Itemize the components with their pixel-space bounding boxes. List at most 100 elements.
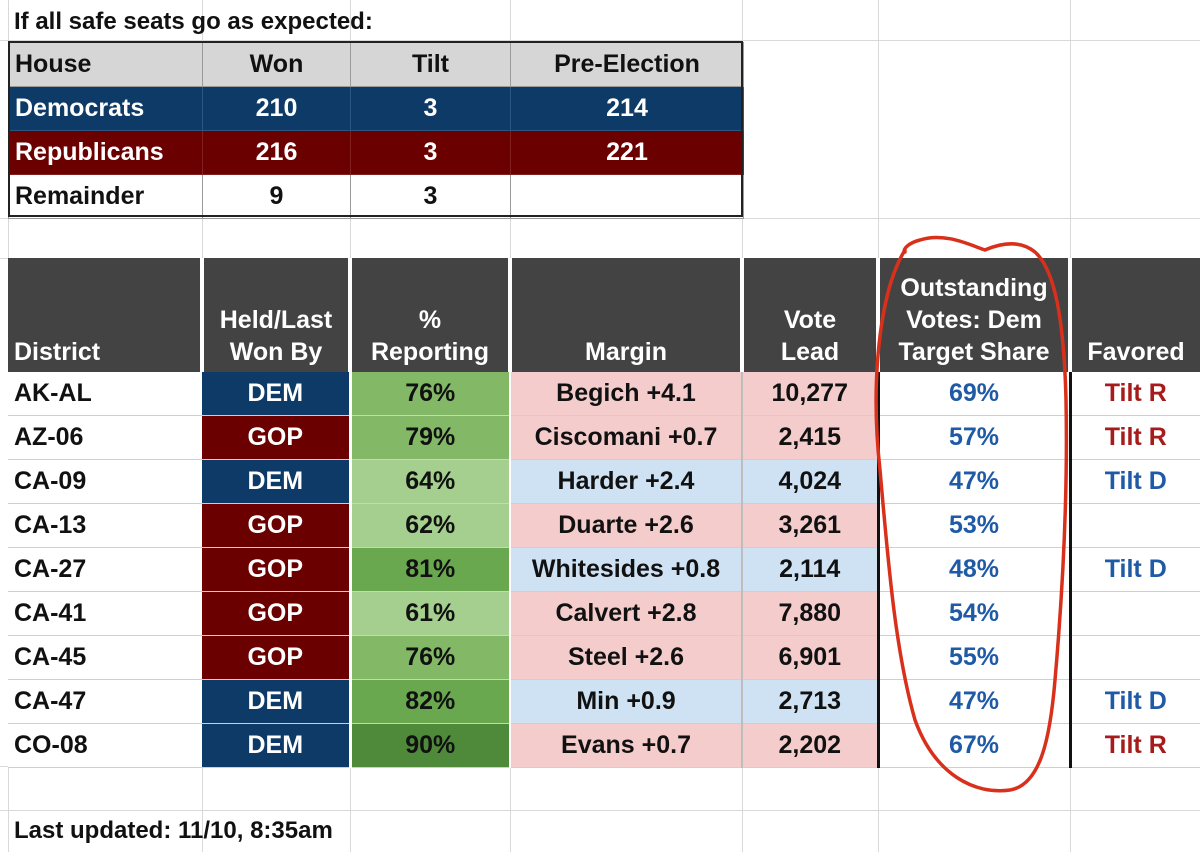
held-by-cell[interactable]: DEM <box>202 723 352 768</box>
vote-lead-cell[interactable]: 2,114 <box>742 547 880 592</box>
margin-cell[interactable]: Harder +2.4 <box>510 459 743 504</box>
header-district[interactable]: District <box>8 258 204 372</box>
summary-party-label[interactable]: Democrats <box>8 86 203 131</box>
summary-tilt-cell[interactable]: 3 <box>350 130 511 175</box>
district-cell[interactable]: CA-41 <box>8 591 202 636</box>
percent-reporting-cell[interactable]: 64% <box>350 459 511 504</box>
header-percent-reporting[interactable]: % Reporting <box>350 258 512 372</box>
summary-header-house[interactable]: House <box>8 42 203 87</box>
margin-cell[interactable]: Duarte +2.6 <box>510 503 743 548</box>
favored-cell[interactable] <box>1070 591 1200 636</box>
summary-header-tilt[interactable]: Tilt <box>350 42 511 87</box>
district-cell[interactable]: CA-13 <box>8 503 202 548</box>
summary-header-won[interactable]: Won <box>202 42 351 87</box>
house-summary-table: House Won Tilt Pre-Election Democrats 21… <box>8 42 744 219</box>
favored-cell[interactable]: Tilt D <box>1070 459 1200 504</box>
dem-target-share-cell[interactable]: 47% <box>878 459 1072 504</box>
percent-reporting-cell[interactable]: 76% <box>350 372 511 416</box>
summary-pre-election-cell[interactable]: 214 <box>510 86 744 131</box>
dem-target-share-cell[interactable]: 55% <box>878 635 1072 680</box>
sheet-title[interactable]: If all safe seats go as expected: <box>14 8 373 35</box>
summary-party-label[interactable]: Remainder <box>8 174 203 219</box>
margin-cell[interactable]: Evans +0.7 <box>510 723 743 768</box>
vote-lead-cell[interactable]: 2,202 <box>742 723 880 768</box>
header-held-last-won-by[interactable]: Held/Last Won By <box>202 258 352 372</box>
header-reporting-line1: % <box>418 306 442 334</box>
margin-cell[interactable]: Whitesides +0.8 <box>510 547 743 592</box>
vote-lead-cell[interactable]: 2,713 <box>742 679 880 724</box>
district-cell[interactable]: AK-AL <box>8 372 202 416</box>
summary-tilt-cell[interactable]: 3 <box>350 174 511 219</box>
held-by-cell[interactable]: GOP <box>202 591 352 636</box>
header-held-line2: Won By <box>229 338 323 366</box>
last-updated-note[interactable]: Last updated: 11/10, 8:35am <box>14 817 333 844</box>
summary-won-cell[interactable]: 9 <box>202 174 351 219</box>
held-by-cell[interactable]: DEM <box>202 679 352 724</box>
district-cell[interactable]: CA-47 <box>8 679 202 724</box>
header-target-line3: Target Share <box>898 338 1050 366</box>
summary-won-cell[interactable]: 210 <box>202 86 351 131</box>
district-cell[interactable]: CA-45 <box>8 635 202 680</box>
summary-tilt-cell[interactable]: 3 <box>350 86 511 131</box>
held-by-cell[interactable]: GOP <box>202 503 352 548</box>
percent-reporting-cell[interactable]: 61% <box>350 591 511 636</box>
favored-cell[interactable] <box>1070 503 1200 548</box>
favored-cell[interactable]: Tilt D <box>1070 679 1200 724</box>
margin-cell[interactable]: Steel +2.6 <box>510 635 743 680</box>
district-cell[interactable]: CA-27 <box>8 547 202 592</box>
favored-cell[interactable]: Tilt R <box>1070 372 1200 416</box>
percent-reporting-cell[interactable]: 81% <box>350 547 511 592</box>
header-dem-target-share[interactable]: Outstanding Votes: Dem Target Share <box>878 258 1072 372</box>
district-row: CA-47 DEM 82% Min +0.9 2,713 47% Tilt D <box>8 679 1200 724</box>
district-row: CA-41 GOP 61% Calvert +2.8 7,880 54% <box>8 591 1200 636</box>
percent-reporting-cell[interactable]: 62% <box>350 503 511 548</box>
district-cell[interactable]: AZ-06 <box>8 415 202 460</box>
summary-party-label[interactable]: Republicans <box>8 130 203 175</box>
header-margin[interactable]: Margin <box>510 258 744 372</box>
district-cell[interactable]: CA-09 <box>8 459 202 504</box>
favored-cell[interactable]: Tilt R <box>1070 723 1200 768</box>
summary-header-pre-election[interactable]: Pre-Election <box>510 42 744 87</box>
vote-lead-cell[interactable]: 6,901 <box>742 635 880 680</box>
vote-lead-cell[interactable]: 7,880 <box>742 591 880 636</box>
held-by-cell[interactable]: GOP <box>202 547 352 592</box>
favored-cell[interactable]: Tilt D <box>1070 547 1200 592</box>
district-cell[interactable]: CO-08 <box>8 723 202 768</box>
district-row: CA-27 GOP 81% Whitesides +0.8 2,114 48% Tilt D <box>8 547 1200 592</box>
held-by-cell[interactable]: DEM <box>202 372 352 416</box>
summary-row-remainder: Remainder 9 3 <box>8 174 744 219</box>
header-vote-lead[interactable]: Vote Lead <box>742 258 880 372</box>
dem-target-share-cell[interactable]: 53% <box>878 503 1072 548</box>
margin-cell[interactable]: Ciscomani +0.7 <box>510 415 743 460</box>
held-by-cell[interactable]: GOP <box>202 635 352 680</box>
header-favored[interactable]: Favored <box>1070 258 1200 372</box>
vote-lead-cell[interactable]: 10,277 <box>742 372 880 416</box>
district-row: CA-09 DEM 64% Harder +2.4 4,024 47% Tilt D <box>8 459 1200 504</box>
percent-reporting-cell[interactable]: 82% <box>350 679 511 724</box>
favored-cell[interactable] <box>1070 635 1200 680</box>
dem-target-share-cell[interactable]: 67% <box>878 723 1072 768</box>
dem-target-share-cell[interactable]: 54% <box>878 591 1072 636</box>
held-by-cell[interactable]: GOP <box>202 415 352 460</box>
vote-lead-cell[interactable]: 4,024 <box>742 459 880 504</box>
summary-won-cell[interactable]: 216 <box>202 130 351 175</box>
summary-pre-election-cell[interactable] <box>510 174 744 219</box>
held-by-cell[interactable]: DEM <box>202 459 352 504</box>
percent-reporting-cell[interactable]: 79% <box>350 415 511 460</box>
dem-target-share-cell[interactable]: 57% <box>878 415 1072 460</box>
percent-reporting-cell[interactable]: 76% <box>350 635 511 680</box>
summary-pre-election-cell[interactable]: 221 <box>510 130 744 175</box>
dem-target-share-cell[interactable]: 48% <box>878 547 1072 592</box>
margin-cell[interactable]: Calvert +2.8 <box>510 591 743 636</box>
favored-cell[interactable]: Tilt R <box>1070 415 1200 460</box>
margin-cell[interactable]: Begich +4.1 <box>510 372 743 416</box>
vote-lead-cell[interactable]: 2,415 <box>742 415 880 460</box>
margin-cell[interactable]: Min +0.9 <box>510 679 743 724</box>
grid-row-line <box>0 810 1200 811</box>
dem-target-share-cell[interactable]: 47% <box>878 679 1072 724</box>
header-target-line2: Votes: Dem <box>906 306 1042 334</box>
district-table: District Held/Last Won By % Reporting Marg… <box>8 258 1200 768</box>
vote-lead-cell[interactable]: 3,261 <box>742 503 880 548</box>
dem-target-share-cell[interactable]: 69% <box>878 372 1072 416</box>
percent-reporting-cell[interactable]: 90% <box>350 723 511 768</box>
